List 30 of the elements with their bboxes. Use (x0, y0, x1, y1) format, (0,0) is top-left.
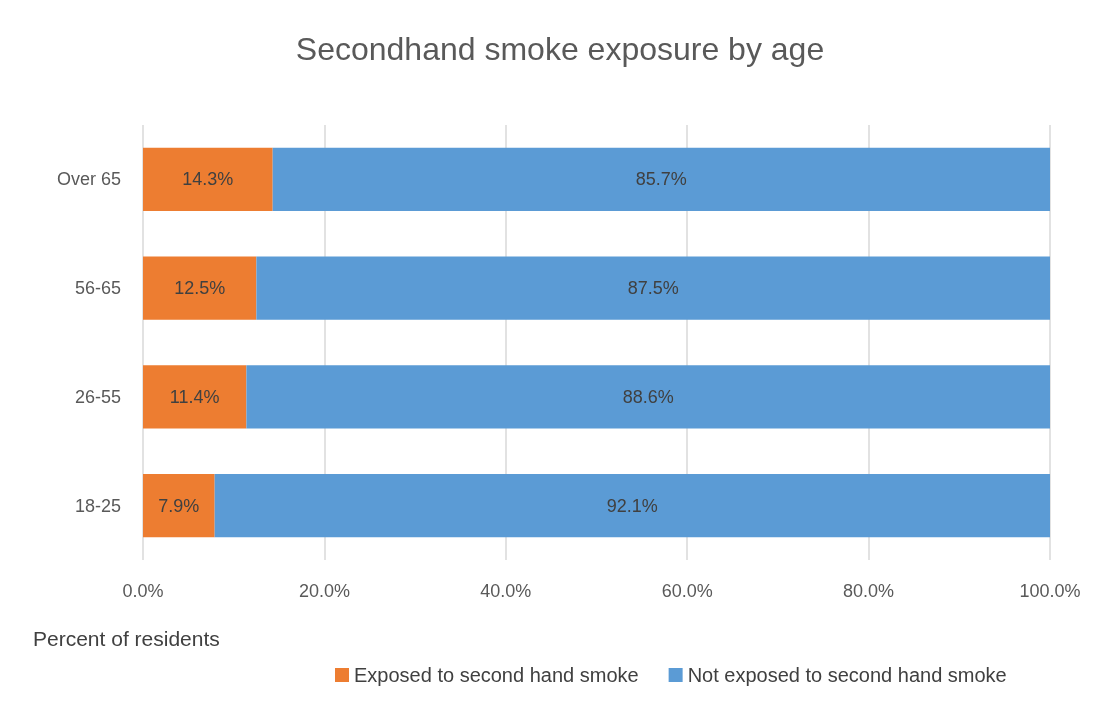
y-tick-label: Over 65 (56, 169, 121, 190)
x-tick-label: 60.0% (661, 581, 713, 601)
bar (143, 147, 273, 211)
data-label: 87.5% (627, 278, 679, 299)
bar (246, 365, 1050, 429)
bar (143, 365, 247, 429)
data-label: 11.4% (169, 386, 220, 407)
data-label: 88.6% (622, 386, 674, 407)
bar (272, 147, 1050, 211)
legend-label: Not exposed to second hand smoke (687, 664, 1007, 686)
bar (143, 474, 215, 538)
chart-title: Secondhand smoke exposure by age (295, 31, 825, 67)
data-label: 85.7% (635, 169, 687, 190)
bar (214, 474, 1050, 538)
x-tick-label: 100.0% (1019, 581, 1081, 601)
x-tick-label: 20.0% (298, 581, 350, 601)
x-tick-label: 80.0% (843, 581, 895, 601)
bar (256, 256, 1050, 320)
x-axis-title: Percent of residents (33, 627, 220, 650)
x-tick-label: 0.0% (122, 581, 164, 601)
data-label: 7.9% (158, 495, 200, 516)
y-tick-label: 56-65 (74, 278, 121, 299)
x-tick-label: 40.0% (480, 581, 532, 601)
y-tick-label: 18-25 (74, 495, 121, 516)
data-label: 92.1% (606, 495, 658, 516)
data-label: 12.5% (174, 278, 226, 299)
bar (143, 256, 257, 320)
legend-label: Exposed to second hand smoke (354, 664, 639, 686)
data-label: 14.3% (182, 169, 234, 190)
y-tick-label: 26-55 (74, 386, 121, 407)
